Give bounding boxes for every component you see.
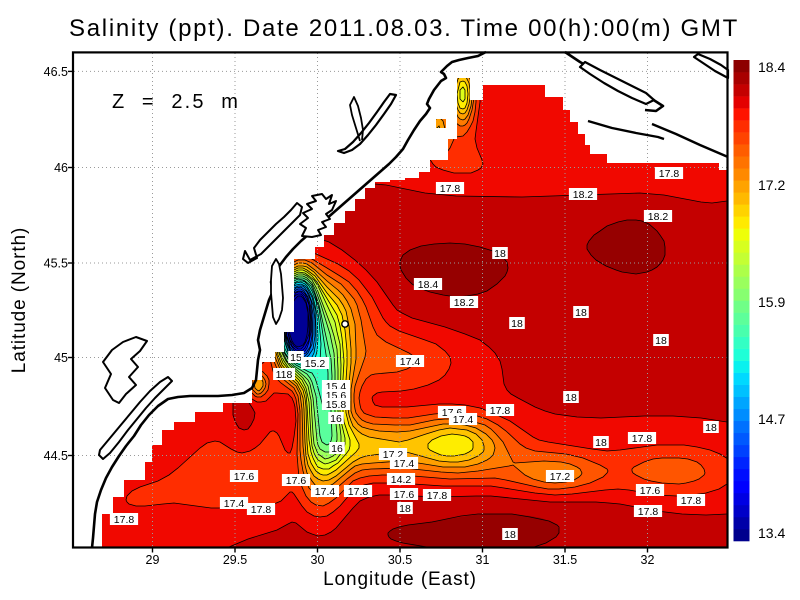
svg-text:17.8: 17.8: [440, 183, 461, 195]
svg-text:13.4: 13.4: [758, 525, 785, 541]
svg-text:18.2: 18.2: [454, 297, 475, 309]
svg-text:17.6: 17.6: [640, 485, 661, 497]
svg-text:18: 18: [511, 318, 523, 330]
svg-text:17.8: 17.8: [638, 506, 659, 518]
svg-text:15.8: 15.8: [326, 399, 347, 411]
svg-text:17.4: 17.4: [400, 356, 421, 368]
svg-text:17.6: 17.6: [394, 489, 415, 501]
svg-text:Longitude (East): Longitude (East): [323, 569, 477, 590]
svg-text:17.2: 17.2: [550, 471, 571, 483]
svg-text:17.6: 17.6: [234, 471, 255, 483]
svg-text:45.5: 45.5: [44, 257, 68, 271]
svg-text:14.7: 14.7: [758, 411, 785, 427]
svg-text:31.5: 31.5: [553, 553, 577, 567]
svg-text:18.2: 18.2: [573, 189, 594, 201]
svg-text:17.8: 17.8: [659, 168, 680, 180]
svg-text:17.8: 17.8: [632, 433, 653, 445]
svg-text:17.8: 17.8: [348, 486, 369, 498]
svg-text:29.5: 29.5: [223, 553, 247, 567]
svg-text:18.2: 18.2: [648, 211, 669, 223]
svg-text:17.4: 17.4: [315, 486, 336, 498]
svg-text:17.8: 17.8: [251, 504, 272, 516]
svg-text:15.9: 15.9: [758, 294, 785, 310]
svg-text:31: 31: [476, 553, 490, 567]
svg-text:18: 18: [565, 392, 577, 404]
svg-text:46: 46: [54, 161, 68, 175]
svg-text:118: 118: [276, 369, 293, 381]
svg-text:46.5: 46.5: [44, 65, 68, 79]
svg-text:18.4: 18.4: [758, 59, 785, 75]
svg-text:18: 18: [705, 422, 717, 434]
svg-text:17.8: 17.8: [490, 405, 511, 417]
svg-text:Salinity (ppt). Date 2011.08.0: Salinity (ppt). Date 2011.08.03. Time 00…: [69, 15, 739, 42]
svg-text:18: 18: [655, 335, 667, 347]
svg-text:18: 18: [575, 307, 587, 319]
svg-text:30.5: 30.5: [388, 553, 412, 567]
svg-text:18: 18: [494, 248, 506, 260]
svg-text:17.2: 17.2: [758, 177, 785, 193]
svg-text:45: 45: [54, 351, 68, 365]
svg-text:17.4: 17.4: [394, 458, 415, 470]
svg-text:44.5: 44.5: [44, 449, 68, 463]
svg-text:15: 15: [290, 352, 302, 364]
svg-text:17.8: 17.8: [427, 490, 448, 502]
svg-text:16: 16: [331, 443, 343, 455]
svg-text:15.2: 15.2: [305, 358, 326, 370]
svg-text:14.2: 14.2: [391, 474, 412, 486]
svg-text:18: 18: [399, 503, 411, 515]
svg-text:18.4: 18.4: [418, 279, 439, 291]
svg-text:30: 30: [311, 553, 325, 567]
svg-text:18: 18: [504, 529, 516, 541]
svg-text:18: 18: [595, 437, 607, 449]
svg-text:Latitude (North): Latitude (North): [9, 227, 30, 373]
svg-text:17.4: 17.4: [453, 414, 474, 426]
svg-text:17.4: 17.4: [224, 498, 245, 510]
svg-text:17.6: 17.6: [286, 475, 307, 487]
svg-text:17.8: 17.8: [114, 514, 135, 526]
svg-text:29: 29: [146, 553, 160, 567]
svg-text:32: 32: [641, 553, 655, 567]
svg-text:17.8: 17.8: [681, 495, 702, 507]
svg-text:16: 16: [330, 413, 342, 425]
svg-text:Z = 2.5 m: Z = 2.5 m: [112, 91, 240, 113]
